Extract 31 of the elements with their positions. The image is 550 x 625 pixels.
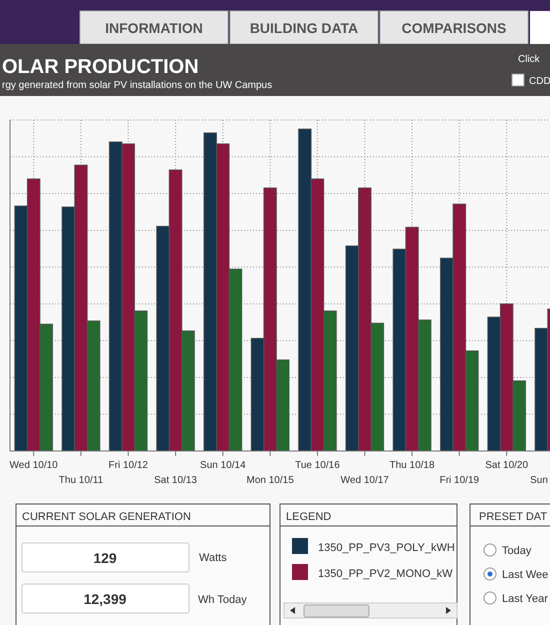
x-tick-label: Mon 10/15 xyxy=(246,475,294,486)
text: Click xyxy=(518,54,541,65)
x-tick-label: Thu 10/18 xyxy=(390,460,435,471)
text: PRESET DAT xyxy=(479,511,548,523)
x-tick-label: Thu 10/11 xyxy=(58,475,104,486)
x-tick-label: Sun xyxy=(530,475,548,486)
x-tick-label: Wed 10/10 xyxy=(10,460,58,471)
legend-label: 1350_PP_PV3_POLY_kWH xyxy=(318,542,455,554)
text: Watts xyxy=(199,552,228,564)
text: CURRENT SOLAR GENERATION xyxy=(22,511,191,523)
text: BUILDING DATA xyxy=(250,20,358,36)
text: LEGEND xyxy=(286,511,332,523)
x-tick-label: Wed 10/17 xyxy=(340,475,390,486)
text: Last Wee xyxy=(502,569,548,581)
text: Wh Today xyxy=(198,594,248,606)
x-tick-label: Fri 10/19 xyxy=(440,475,480,486)
text: 129 xyxy=(93,550,117,566)
text: 12,399 xyxy=(84,591,127,607)
chart-subtitle: rgy generated from solar PV installations on the UW Campus xyxy=(2,80,272,91)
x-tick-label: Fri 10/12 xyxy=(108,460,148,471)
text: INFORMATION xyxy=(105,20,203,36)
text: COMPARISONS xyxy=(402,20,506,36)
text: Last Year xyxy=(502,593,548,605)
text: CDD xyxy=(529,76,550,87)
x-tick-label: Sun 10/14 xyxy=(200,460,246,471)
x-tick-label: Tue 10/16 xyxy=(295,460,340,471)
legend-label: 1350_PP_PV2_MONO_kW xyxy=(318,568,454,580)
x-tick-label: Sat 10/20 xyxy=(485,460,528,471)
text: Today xyxy=(502,545,532,557)
chart-title: OLAR PRODUCTION xyxy=(2,56,199,78)
x-tick-label: Sat 10/13 xyxy=(154,475,198,486)
